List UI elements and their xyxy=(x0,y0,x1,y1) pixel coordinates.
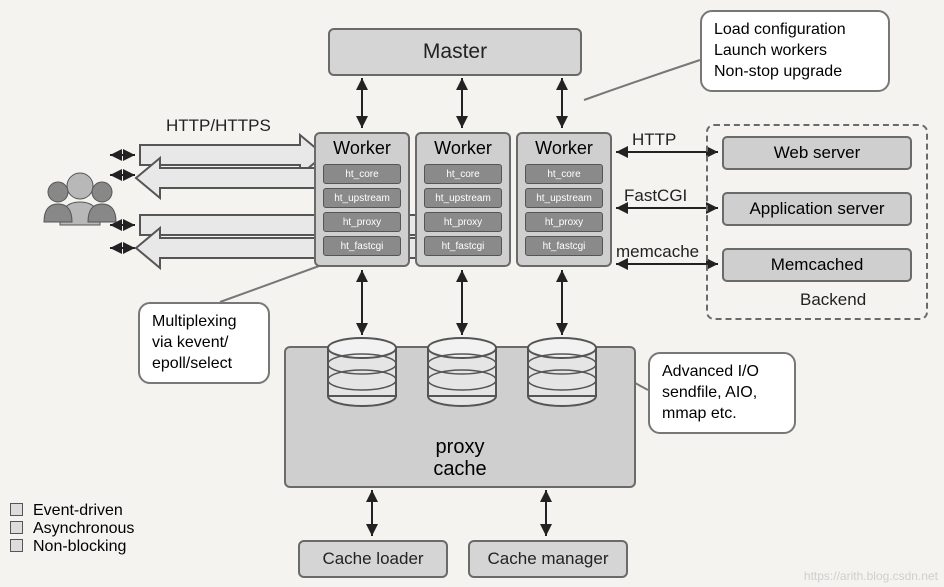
callout-line: sendfile, AIO, xyxy=(662,383,782,404)
legend-text: Asynchronous xyxy=(33,520,134,537)
callout-line: mmap etc. xyxy=(662,404,782,425)
fastcgi-label: FastCGI xyxy=(624,186,687,206)
worker-box-3: Worker ht_core ht_upstream ht_proxy ht_f… xyxy=(516,132,612,267)
module-ht-fastcgi: ht_fastcgi xyxy=(424,236,502,256)
backend-web-server: Web server xyxy=(722,136,912,170)
legend-item: Non-blocking xyxy=(10,538,134,556)
module-ht-core: ht_core xyxy=(424,164,502,184)
cache-manager-box: Cache manager xyxy=(468,540,628,578)
cache-cylinder-3 xyxy=(522,332,602,412)
callout-line: via kevent/ xyxy=(152,333,256,354)
backend-label: Backend xyxy=(800,290,866,310)
legend-square-icon xyxy=(10,521,23,534)
cache-cylinder-2 xyxy=(422,332,502,412)
legend-item: Event-driven xyxy=(10,502,134,520)
callout-line: Multiplexing xyxy=(152,312,256,333)
master-box: Master xyxy=(328,28,582,76)
module-ht-proxy: ht_proxy xyxy=(323,212,401,232)
backend-app-server: Application server xyxy=(722,192,912,226)
legend-square-icon xyxy=(10,539,23,552)
worker-title: Worker xyxy=(333,138,391,159)
legend-item: Asynchronous xyxy=(10,520,134,538)
cache-cylinder-1 xyxy=(322,332,402,412)
cache-manager-label: Cache manager xyxy=(488,549,609,569)
module-ht-core: ht_core xyxy=(323,164,401,184)
web-server-label: Web server xyxy=(774,143,861,163)
callout-multiplexing: Multiplexing via kevent/ epoll/select xyxy=(138,302,270,384)
backend-memcached: Memcached xyxy=(722,248,912,282)
callout-line: Advanced I/O xyxy=(662,362,782,383)
module-ht-proxy: ht_proxy xyxy=(525,212,603,232)
module-ht-fastcgi: ht_fastcgi xyxy=(323,236,401,256)
cache-loader-label: Cache loader xyxy=(322,549,423,569)
memcached-label: Memcached xyxy=(771,255,864,275)
http-https-label: HTTP/HTTPS xyxy=(166,116,271,136)
legend-square-icon xyxy=(10,503,23,516)
module-ht-core: ht_core xyxy=(525,164,603,184)
callout-line: epoll/select xyxy=(152,354,256,375)
legend: Event-driven Asynchronous Non-blocking xyxy=(10,502,134,556)
app-server-label: Application server xyxy=(749,199,884,219)
module-ht-upstream: ht_upstream xyxy=(525,188,603,208)
worker-box-2: Worker ht_core ht_upstream ht_proxy ht_f… xyxy=(415,132,511,267)
module-ht-upstream: ht_upstream xyxy=(424,188,502,208)
callout-line: Launch workers xyxy=(714,41,876,62)
legend-text: Non-blocking xyxy=(33,538,126,555)
worker-title: Worker xyxy=(434,138,492,159)
callout-line: Load configuration xyxy=(714,20,876,41)
callout-advanced-io: Advanced I/O sendfile, AIO, mmap etc. xyxy=(648,352,796,434)
worker-box-1: Worker ht_core ht_upstream ht_proxy ht_f… xyxy=(314,132,410,267)
callout-line: Non-stop upgrade xyxy=(714,62,876,83)
worker-title: Worker xyxy=(535,138,593,159)
callout-config: Load configuration Launch workers Non-st… xyxy=(700,10,890,92)
module-ht-upstream: ht_upstream xyxy=(323,188,401,208)
module-ht-fastcgi: ht_fastcgi xyxy=(525,236,603,256)
cache-loader-box: Cache loader xyxy=(298,540,448,578)
http-label: HTTP xyxy=(632,130,676,150)
watermark: https://arith.blog.csdn.net xyxy=(804,569,938,583)
module-ht-proxy: ht_proxy xyxy=(424,212,502,232)
proxy-cache-label: proxy cache xyxy=(433,436,486,480)
master-label: Master xyxy=(423,40,487,64)
legend-text: Event-driven xyxy=(33,502,123,519)
memcache-label: memcache xyxy=(616,242,699,262)
